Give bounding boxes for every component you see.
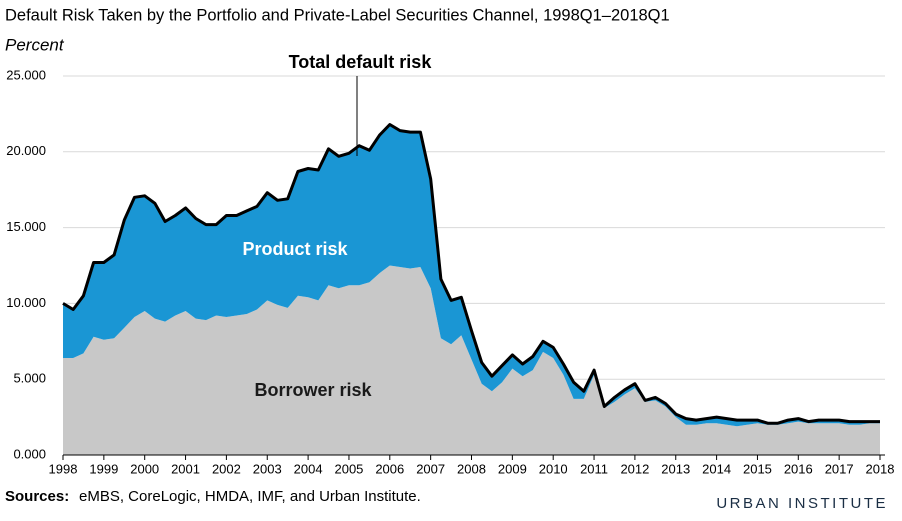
x-tick-label: 2008	[457, 461, 486, 476]
y-tick-label: 20.000	[6, 143, 46, 158]
x-tick-label: 2017	[825, 461, 854, 476]
x-tick-label: 2009	[498, 461, 527, 476]
source-label: Sources:	[5, 488, 69, 505]
y-tick-label: 0.000	[13, 446, 46, 461]
x-tick-label: 1998	[49, 461, 78, 476]
x-tick-label: 2011	[580, 461, 608, 476]
x-tick-label: 2007	[416, 461, 445, 476]
chart-title: Default Risk Taken by the Portfolio and …	[5, 6, 670, 24]
x-tick-label: 2016	[784, 461, 813, 476]
y-tick-label: 25.000	[6, 67, 46, 82]
x-tick-label: 2014	[702, 461, 731, 476]
x-tick-label: 2015	[743, 461, 772, 476]
x-tick-label: 2004	[294, 461, 323, 476]
series-label: Product risk	[242, 239, 348, 259]
area	[63, 124, 880, 427]
branding: URBAN INSTITUTE	[716, 495, 888, 512]
x-tick-label: 2013	[661, 461, 690, 476]
x-tick-label: 2018	[866, 461, 895, 476]
x-tick-label: 2002	[212, 461, 241, 476]
x-tick-label: 1999	[89, 461, 118, 476]
source: eMBS, CoreLogic, HMDA, IMF, and Urban In…	[79, 488, 421, 505]
x-tick-label: 2003	[253, 461, 282, 476]
x-tick-label: 2010	[539, 461, 568, 476]
x-tick-label: 2000	[130, 461, 159, 476]
y-tick-label: 5.000	[13, 371, 46, 386]
x-tick-label: 2012	[620, 461, 649, 476]
chart-subtitle: Percent	[5, 35, 65, 54]
y-tick-label: 10.000	[6, 295, 46, 310]
x-tick-label: 2006	[375, 461, 404, 476]
annotation: Total default risk	[289, 52, 433, 72]
series-label: Borrower risk	[254, 380, 372, 400]
axes: 0.000 5.000 10.000 15.000 20.000 25.000 1998 19…	[6, 67, 894, 476]
areas	[62, 123, 880, 455]
x-tick-label: 2005	[334, 461, 363, 476]
area	[63, 265, 880, 455]
y-tick-label: 15.000	[6, 219, 46, 234]
x-tick-label: 2001	[171, 461, 200, 476]
plot-area: 0.000 5.000 10.000 15.000 20.000 25.000 1998 19…	[6, 67, 894, 476]
total-line	[62, 123, 880, 425]
